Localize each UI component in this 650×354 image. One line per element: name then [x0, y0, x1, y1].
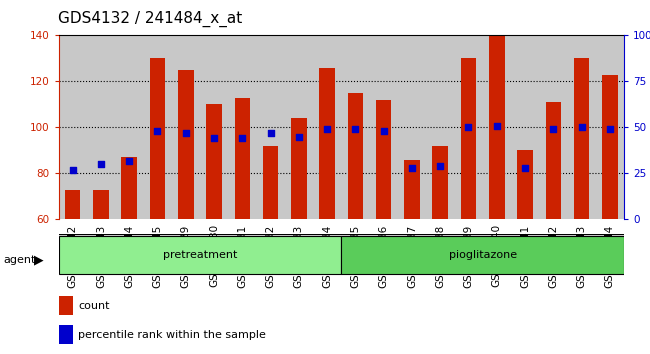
- Point: [294, 134, 304, 139]
- Bar: [58, 325, 73, 344]
- Bar: [150, 58, 165, 219]
- Point: [181, 130, 191, 136]
- Bar: [489, 35, 504, 219]
- Point: [124, 158, 135, 164]
- Point: [209, 136, 219, 141]
- Point: [577, 125, 587, 130]
- Text: percentile rank within the sample: percentile rank within the sample: [78, 330, 266, 339]
- Point: [604, 126, 615, 132]
- Text: ▶: ▶: [34, 254, 44, 267]
- Point: [237, 136, 248, 141]
- Bar: [291, 118, 307, 219]
- Bar: [58, 296, 73, 315]
- Bar: [319, 68, 335, 219]
- Point: [491, 123, 502, 129]
- Bar: [376, 100, 391, 219]
- FancyBboxPatch shape: [341, 236, 624, 274]
- Bar: [122, 157, 137, 219]
- Bar: [235, 97, 250, 219]
- Point: [520, 165, 530, 171]
- Bar: [404, 160, 420, 219]
- Text: pretreatment: pretreatment: [162, 250, 237, 260]
- Point: [407, 165, 417, 171]
- Point: [96, 161, 106, 167]
- Text: agent: agent: [3, 255, 36, 265]
- Bar: [65, 189, 81, 219]
- Point: [322, 126, 332, 132]
- Point: [68, 167, 78, 173]
- Bar: [517, 150, 533, 219]
- Bar: [574, 58, 590, 219]
- Point: [435, 163, 445, 169]
- FancyBboxPatch shape: [58, 236, 341, 274]
- Bar: [602, 74, 617, 219]
- Bar: [263, 146, 278, 219]
- Text: GDS4132 / 241484_x_at: GDS4132 / 241484_x_at: [58, 11, 242, 27]
- Text: count: count: [78, 301, 110, 311]
- Point: [378, 128, 389, 134]
- Point: [265, 130, 276, 136]
- Point: [152, 128, 162, 134]
- Point: [463, 125, 474, 130]
- Bar: [545, 102, 561, 219]
- Bar: [206, 104, 222, 219]
- Bar: [348, 93, 363, 219]
- Text: pioglitazone: pioglitazone: [448, 250, 517, 260]
- Bar: [461, 58, 476, 219]
- Bar: [432, 146, 448, 219]
- Point: [548, 126, 558, 132]
- Bar: [93, 189, 109, 219]
- Point: [350, 126, 361, 132]
- Bar: [178, 70, 194, 219]
